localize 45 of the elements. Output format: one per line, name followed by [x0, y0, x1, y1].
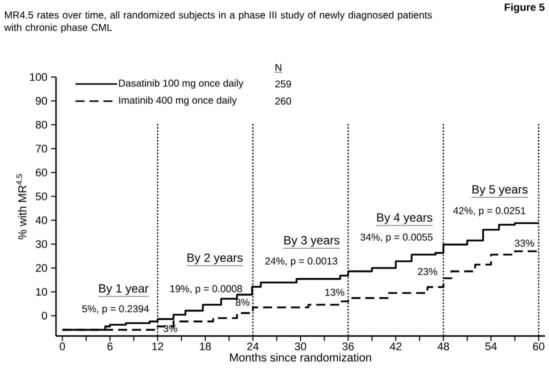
chart-title: MR4.5 rates over time, all randomized subjects in a phase III study of newly diagnosed patients with chronic phase CML: [4, 11, 432, 33]
annotation: By 2 years: [188, 253, 243, 264]
y-tick-label: 20: [36, 264, 48, 272]
annotation: 13%: [325, 288, 344, 296]
x-tick-label: 18: [200, 342, 211, 350]
legend-label: Dasatinib 100 mg once daily: [119, 79, 244, 89]
annotation: By 5 years: [472, 185, 528, 196]
annotation: 33%: [514, 240, 534, 247]
annotation: 5%, p = 0.2394: [82, 305, 149, 314]
legend-title: N: [276, 64, 282, 71]
y-tick-label: 50: [36, 192, 48, 200]
x-tick-label: 48: [438, 342, 450, 350]
x-tick-label: 12: [152, 342, 164, 350]
y-tick-label: 100: [30, 73, 48, 81]
y-tick-label: 0: [42, 312, 48, 320]
y-tick-label: 70: [36, 144, 48, 152]
annotation: By 3 years: [284, 236, 340, 247]
annotation: 8%: [236, 298, 250, 306]
x-tick-label: 42: [390, 342, 402, 350]
legend-label: Imatinib 400 mg once daily: [119, 96, 237, 106]
annotation: 259: [275, 80, 291, 88]
x-tick-label: 0: [60, 342, 65, 350]
y-axis-title: % with MR$^{4.5}$: [16, 174, 26, 240]
y-tick-label: 10: [36, 288, 48, 296]
y-tick-label: 80: [36, 120, 48, 129]
y-tick-label: 60: [36, 168, 48, 176]
annotation: 24%, p = 0.0013: [265, 257, 338, 267]
y-tick-label: 30: [36, 240, 48, 248]
x-tick-label: 30: [294, 342, 306, 350]
annotation: 23%: [418, 268, 438, 276]
x-tick-label: 54: [485, 342, 497, 350]
y-tick-label: 90: [36, 97, 48, 105]
annotation: By 4 years: [377, 213, 432, 224]
x-tick-label: 36: [342, 342, 354, 350]
annotation: By 1 year: [99, 284, 149, 296]
annotation: 42%, p = 0.0251: [453, 207, 526, 216]
x-tick-label: 6: [108, 342, 113, 350]
caption: Figure 5: [504, 3, 544, 13]
y-tick-label: 40: [36, 216, 48, 224]
annotation: 19%, p = 0.0008: [170, 285, 242, 294]
x-tick-label: 60: [533, 342, 544, 350]
annotation: 260: [275, 98, 292, 105]
annotation: 34%, p = 0.0055: [360, 234, 433, 243]
x-axis-title: Months since randomization: [230, 353, 372, 362]
x-tick-label: 24: [247, 342, 259, 350]
